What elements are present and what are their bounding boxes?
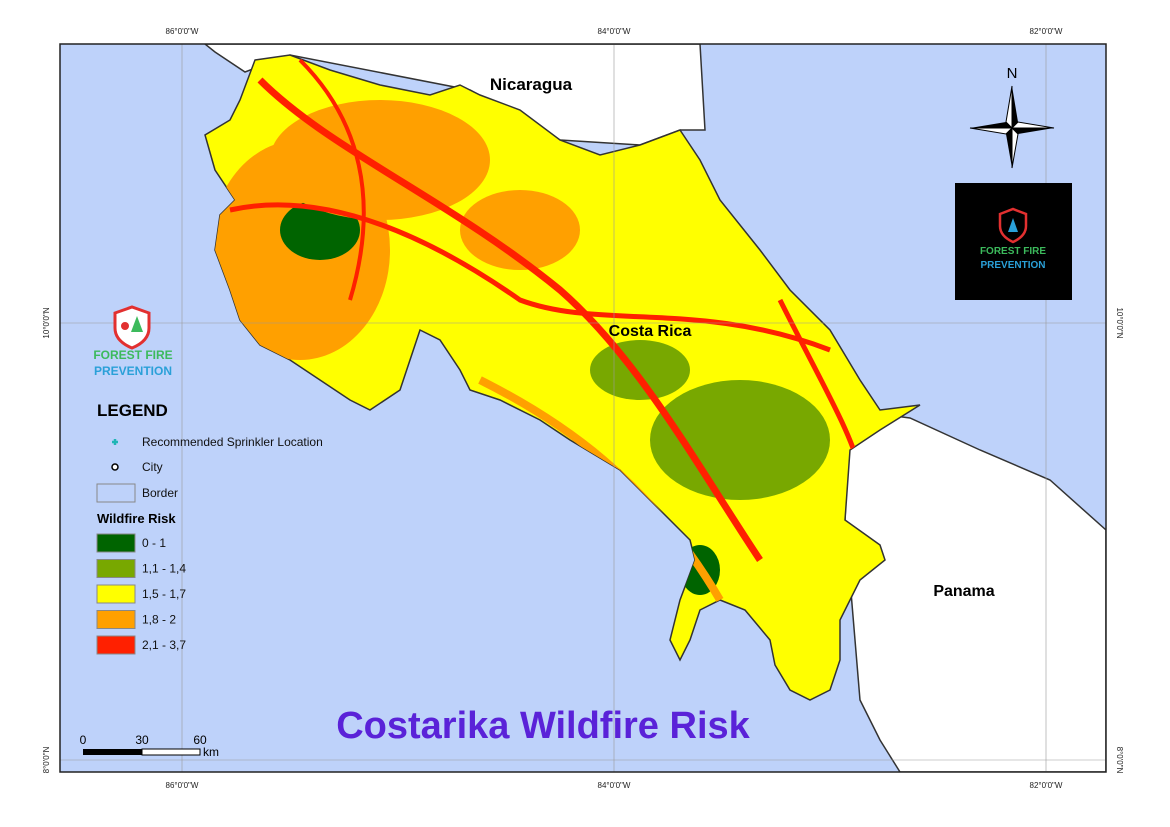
legend-swatch <box>96 610 136 629</box>
legend-subtitle: Wildfire Risk <box>97 511 176 526</box>
country-label: Panama <box>933 583 994 600</box>
legend-label: 2,1 - 3,7 <box>142 638 186 652</box>
logo-dark: FOREST FIRE PREVENTION <box>955 183 1072 300</box>
country-label: Costa Rica <box>609 323 692 340</box>
legend-label: 0 - 1 <box>142 536 166 550</box>
coord-label: 82°0'0"W <box>1030 781 1063 790</box>
coord-label: 8°0'0"N <box>42 746 51 773</box>
coord-label: 86°0'0"W <box>166 781 199 790</box>
scale-bar: km 0 30 60 <box>80 733 219 759</box>
legend-label: 1,1 - 1,4 <box>142 562 186 576</box>
logo-text: FOREST FIRE <box>93 348 172 362</box>
legend-label: City <box>142 460 163 474</box>
legend-title: LEGEND <box>97 401 168 420</box>
legend-label: Border <box>142 486 178 500</box>
coord-label: 10°0'0"N <box>1115 307 1124 338</box>
legend: LEGEND Recommended Sprinkler Location Ci… <box>96 401 323 655</box>
land <box>60 44 1106 772</box>
legend-swatch <box>96 559 136 578</box>
logo-light: FOREST FIRE PREVENTION <box>93 305 173 378</box>
legend-label: 1,8 - 2 <box>142 613 176 627</box>
legend-label: 1,5 - 1,7 <box>142 587 186 601</box>
coord-label: 82°0'0"W <box>1030 27 1063 36</box>
scale-label: 60 <box>193 733 207 747</box>
map-title: Costarika Wildfire Risk <box>336 705 750 747</box>
coord-label: 8°0'0"N <box>1115 747 1124 774</box>
legend-swatch <box>96 533 136 553</box>
legend-swatch <box>96 635 136 655</box>
scale-label: 30 <box>135 733 149 747</box>
scale-label: 0 <box>80 733 87 747</box>
scale-unit: km <box>203 745 219 759</box>
logo-text: PREVENTION <box>980 260 1045 271</box>
coord-label: 86°0'0"W <box>166 27 199 36</box>
panama-land <box>844 409 1106 772</box>
legend-label: Recommended Sprinkler Location <box>142 435 323 449</box>
north-arrow: N <box>969 65 1055 169</box>
logo-text: FOREST FIRE <box>980 246 1046 257</box>
logo-text: PREVENTION <box>94 364 172 378</box>
coord-label: 10°0'0"N <box>42 307 51 338</box>
country-label: Nicaragua <box>490 75 573 94</box>
coord-label: 84°0'0"W <box>598 27 631 36</box>
north-label: N <box>1007 65 1018 82</box>
legend-swatch <box>96 584 136 604</box>
coord-label: 84°0'0"W <box>598 781 631 790</box>
frame <box>59 43 1107 773</box>
risk-patches <box>210 58 863 603</box>
